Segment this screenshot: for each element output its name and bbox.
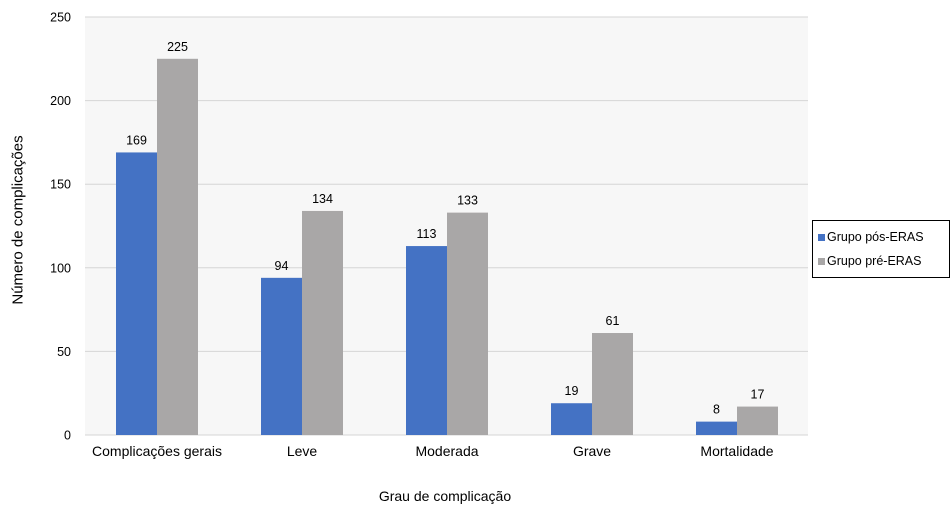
bar	[696, 421, 737, 435]
legend-swatch-pos-eras	[818, 233, 825, 241]
x-tick-label: Complicações gerais	[92, 443, 222, 459]
data-label: 19	[565, 384, 579, 398]
data-label: 113	[417, 227, 437, 241]
x-tick-label: Mortalidade	[700, 443, 773, 459]
legend: Grupo pós-ERAS Grupo pré-ERAS	[812, 220, 950, 278]
x-tick-label: Moderada	[415, 443, 478, 459]
bar	[592, 333, 633, 435]
bar	[116, 152, 157, 435]
data-label: 94	[275, 259, 289, 273]
y-tick-label: 50	[57, 345, 71, 359]
x-tick-label: Leve	[287, 443, 318, 459]
y-tick-label: 0	[64, 429, 71, 443]
data-label: 169	[126, 133, 147, 147]
bar	[261, 277, 302, 435]
bar	[447, 212, 488, 435]
data-label: 225	[167, 40, 188, 54]
legend-label-pos-eras: Grupo pós-ERAS	[827, 230, 924, 244]
data-label: 133	[457, 194, 478, 208]
legend-label-pre-eras: Grupo pré-ERAS	[827, 254, 922, 268]
x-axis-title: Grau de complicação	[378, 488, 512, 504]
data-label: 134	[312, 192, 333, 206]
y-tick-label: 150	[50, 178, 71, 192]
y-axis-title-text: Número de complicações	[9, 135, 27, 305]
bar	[551, 403, 592, 435]
bar	[737, 406, 778, 435]
x-tick-label: Grave	[573, 443, 611, 459]
y-tick-label: 100	[50, 261, 71, 275]
legend-item-pre-eras: Grupo pré-ERAS	[818, 254, 921, 268]
data-label: 61	[606, 314, 620, 328]
legend-swatch-pre-eras	[818, 257, 825, 265]
data-label: 8	[713, 403, 720, 417]
bar	[406, 246, 447, 435]
y-tick-label: 200	[50, 94, 71, 108]
bar	[302, 210, 343, 435]
data-label: 17	[751, 388, 765, 402]
y-tick-label: 250	[50, 11, 71, 25]
bar	[157, 58, 198, 436]
legend-item-pos-eras: Grupo pós-ERAS	[818, 230, 924, 244]
